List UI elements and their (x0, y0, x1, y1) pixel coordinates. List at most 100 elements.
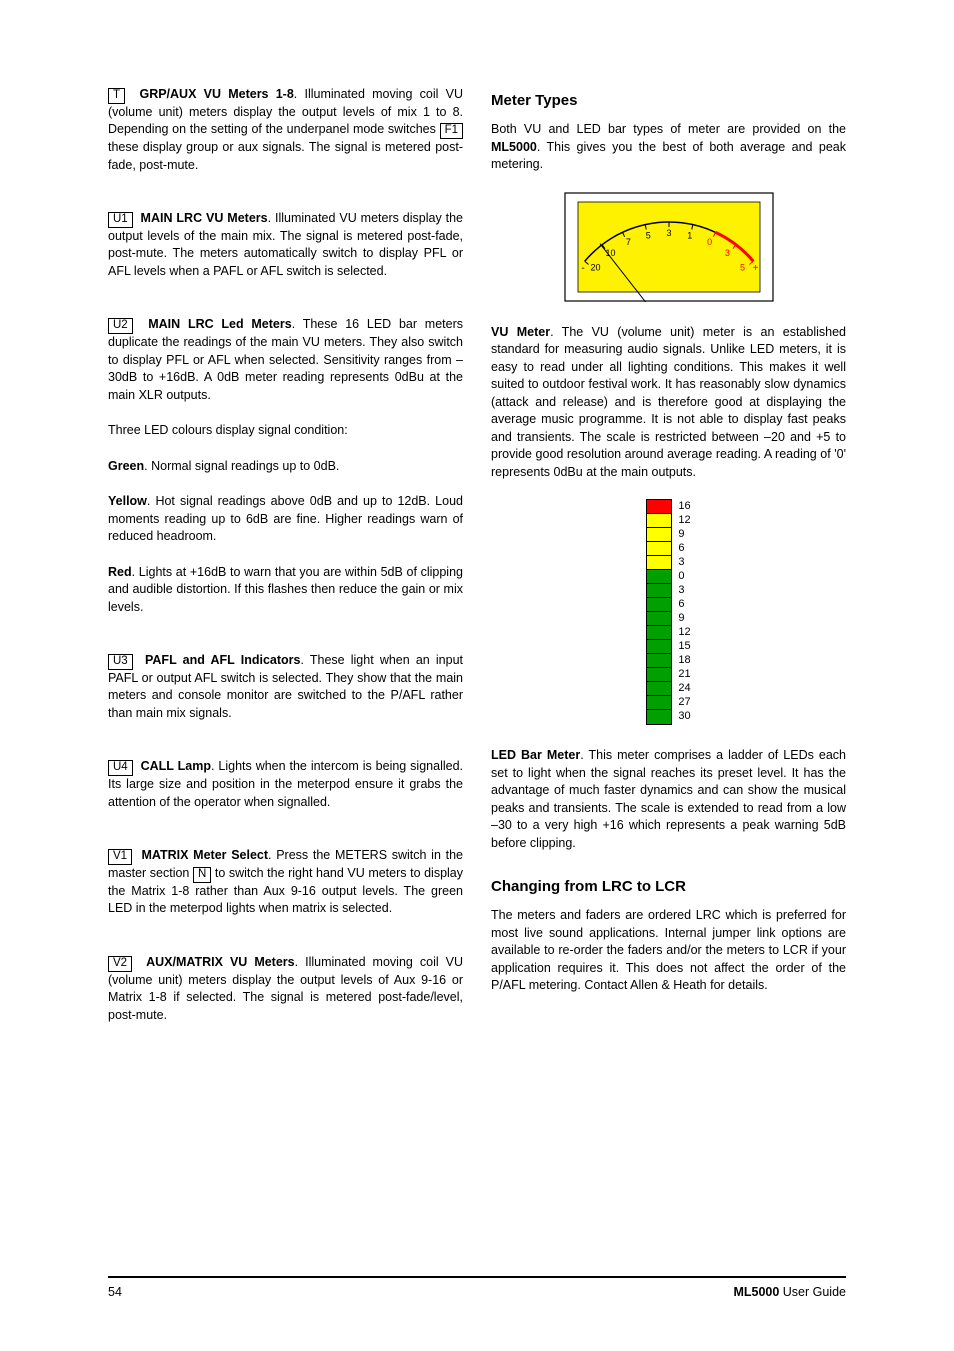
u2-red: Red. Lights at +16dB to warn that you ar… (108, 564, 463, 617)
section-v1: V1 MATRIX Meter Select. Press the METERS… (108, 847, 463, 918)
svg-text:0: 0 (707, 236, 712, 246)
led-segment-label: 9 (678, 527, 690, 541)
led-segment-label: 12 (678, 625, 690, 639)
section-u2: U2 MAIN LRC Led Meters. These 16 LED bar… (108, 316, 463, 404)
led-segment (647, 598, 671, 612)
footer-right: ML5000 User Guide (733, 1284, 846, 1302)
heading-changing: Changing from LRC to LCR (491, 876, 846, 897)
led-segment-label: 18 (678, 653, 690, 667)
led-segment (647, 542, 671, 556)
title-v1: MATRIX Meter Select (141, 848, 268, 862)
title-u3: PAFL and AFL Indicators (145, 653, 300, 667)
u2-red-label: Red (108, 565, 132, 579)
svg-text:3: 3 (666, 228, 671, 238)
text-t-b: these display group or aux signals. The … (108, 140, 463, 172)
left-column: T GRP/AUX VU Meters 1-8. Illuminated mov… (108, 86, 463, 1042)
led-segment (647, 668, 671, 682)
led-segment-label: 15 (678, 639, 690, 653)
led-column (646, 499, 672, 725)
led-segment-label: 9 (678, 611, 690, 625)
title-u1: MAIN LRC VU Meters (141, 211, 268, 225)
led-segment (647, 570, 671, 584)
led-segment-label: 3 (678, 555, 690, 569)
svg-text:5: 5 (740, 262, 745, 272)
svg-text:3: 3 (724, 247, 729, 257)
u2-green-text: . Normal signal readings up to 0dB. (144, 459, 339, 473)
led-segment (647, 612, 671, 626)
led-segment-label: 12 (678, 513, 690, 527)
svg-text:20: 20 (590, 262, 600, 272)
vu-meter-graphic: 20107531035-+ (491, 192, 846, 302)
led-segment-label: 0 (678, 569, 690, 583)
code-t: T (108, 88, 125, 104)
section-t: T GRP/AUX VU Meters 1-8. Illuminated mov… (108, 86, 463, 174)
u2-yellow: Yellow. Hot signal readings above 0dB an… (108, 493, 463, 546)
code-v1: V1 (108, 849, 132, 865)
intro-bold: ML5000 (491, 140, 537, 154)
intro-para: Both VU and LED bar types of meter are p… (491, 121, 846, 174)
led-text: . This meter comprises a ladder of LEDs … (491, 748, 846, 850)
page-footer: 54 ML5000 User Guide (108, 1276, 846, 1302)
u2-yellow-label: Yellow (108, 494, 147, 508)
footer-guide: User Guide (779, 1285, 846, 1299)
led-segment-label: 3 (678, 583, 690, 597)
svg-text:5: 5 (645, 230, 650, 240)
vu-meter-svg: 20107531035-+ (564, 192, 774, 302)
led-segment (647, 710, 671, 724)
led-meter-graphic: 1612963036912151821242730 (491, 499, 846, 725)
led-segment (647, 626, 671, 640)
u2-red-text: . Lights at +16dB to warn that you are w… (108, 565, 463, 614)
code-n: N (193, 867, 211, 883)
led-segment (647, 528, 671, 542)
u2-yellow-text: . Hot signal readings above 0dB and up t… (108, 494, 463, 543)
code-u2: U2 (108, 318, 133, 334)
u2-cond-intro: Three LED colours display signal conditi… (108, 422, 463, 440)
vu-text: . The VU (volume unit) meter is an estab… (491, 325, 846, 479)
title-u4: CALL Lamp (141, 759, 211, 773)
section-u1: U1 MAIN LRC VU Meters. Illuminated VU me… (108, 210, 463, 280)
page-number: 54 (108, 1284, 122, 1302)
led-segment-label: 21 (678, 667, 690, 681)
code-f1: F1 (440, 123, 463, 139)
led-segment-label: 24 (678, 681, 690, 695)
led-segment (647, 696, 671, 710)
changing-para: The meters and faders are ordered LRC wh… (491, 907, 846, 995)
u2-green-label: Green (108, 459, 144, 473)
led-segment (647, 682, 671, 696)
heading-meter-types: Meter Types (491, 90, 846, 111)
led-segment (647, 640, 671, 654)
svg-text:-: - (581, 263, 584, 274)
led-segment-label: 27 (678, 695, 690, 709)
led-segment (647, 654, 671, 668)
led-segment (647, 500, 671, 514)
led-segment (647, 584, 671, 598)
section-v2: V2 AUX/MATRIX VU Meters. Illuminated mov… (108, 954, 463, 1024)
led-segment-label: 6 (678, 541, 690, 555)
section-u4: U4 CALL Lamp. Lights when the intercom i… (108, 758, 463, 811)
title-u2: MAIN LRC Led Meters (148, 317, 291, 331)
led-label: LED Bar Meter (491, 748, 580, 762)
led-labels: 1612963036912151821242730 (678, 499, 690, 725)
right-column: Meter Types Both VU and LED bar types of… (491, 86, 846, 1042)
led-segment-label: 16 (678, 499, 690, 513)
code-v2: V2 (108, 956, 132, 972)
title-t: GRP/AUX VU Meters 1-8 (139, 87, 293, 101)
code-u4: U4 (108, 760, 133, 776)
intro-b: . This gives you the best of both averag… (491, 140, 846, 172)
footer-product: ML5000 (733, 1285, 779, 1299)
svg-text:+: + (752, 263, 758, 274)
intro-a: Both VU and LED bar types of meter are p… (491, 122, 846, 136)
svg-text:7: 7 (625, 236, 630, 246)
led-segment (647, 514, 671, 528)
vu-para: VU Meter. The VU (volume unit) meter is … (491, 324, 846, 482)
section-u3: U3 PAFL and AFL Indicators. These light … (108, 652, 463, 722)
code-u1: U1 (108, 212, 133, 228)
code-u3: U3 (108, 654, 133, 670)
led-segment-label: 30 (678, 709, 690, 723)
svg-text:1: 1 (687, 230, 692, 240)
vu-label: VU Meter (491, 325, 550, 339)
title-v2: AUX/MATRIX VU Meters (146, 955, 295, 969)
led-para: LED Bar Meter. This meter comprises a la… (491, 747, 846, 852)
u2-green: Green. Normal signal readings up to 0dB. (108, 458, 463, 476)
led-segment-label: 6 (678, 597, 690, 611)
